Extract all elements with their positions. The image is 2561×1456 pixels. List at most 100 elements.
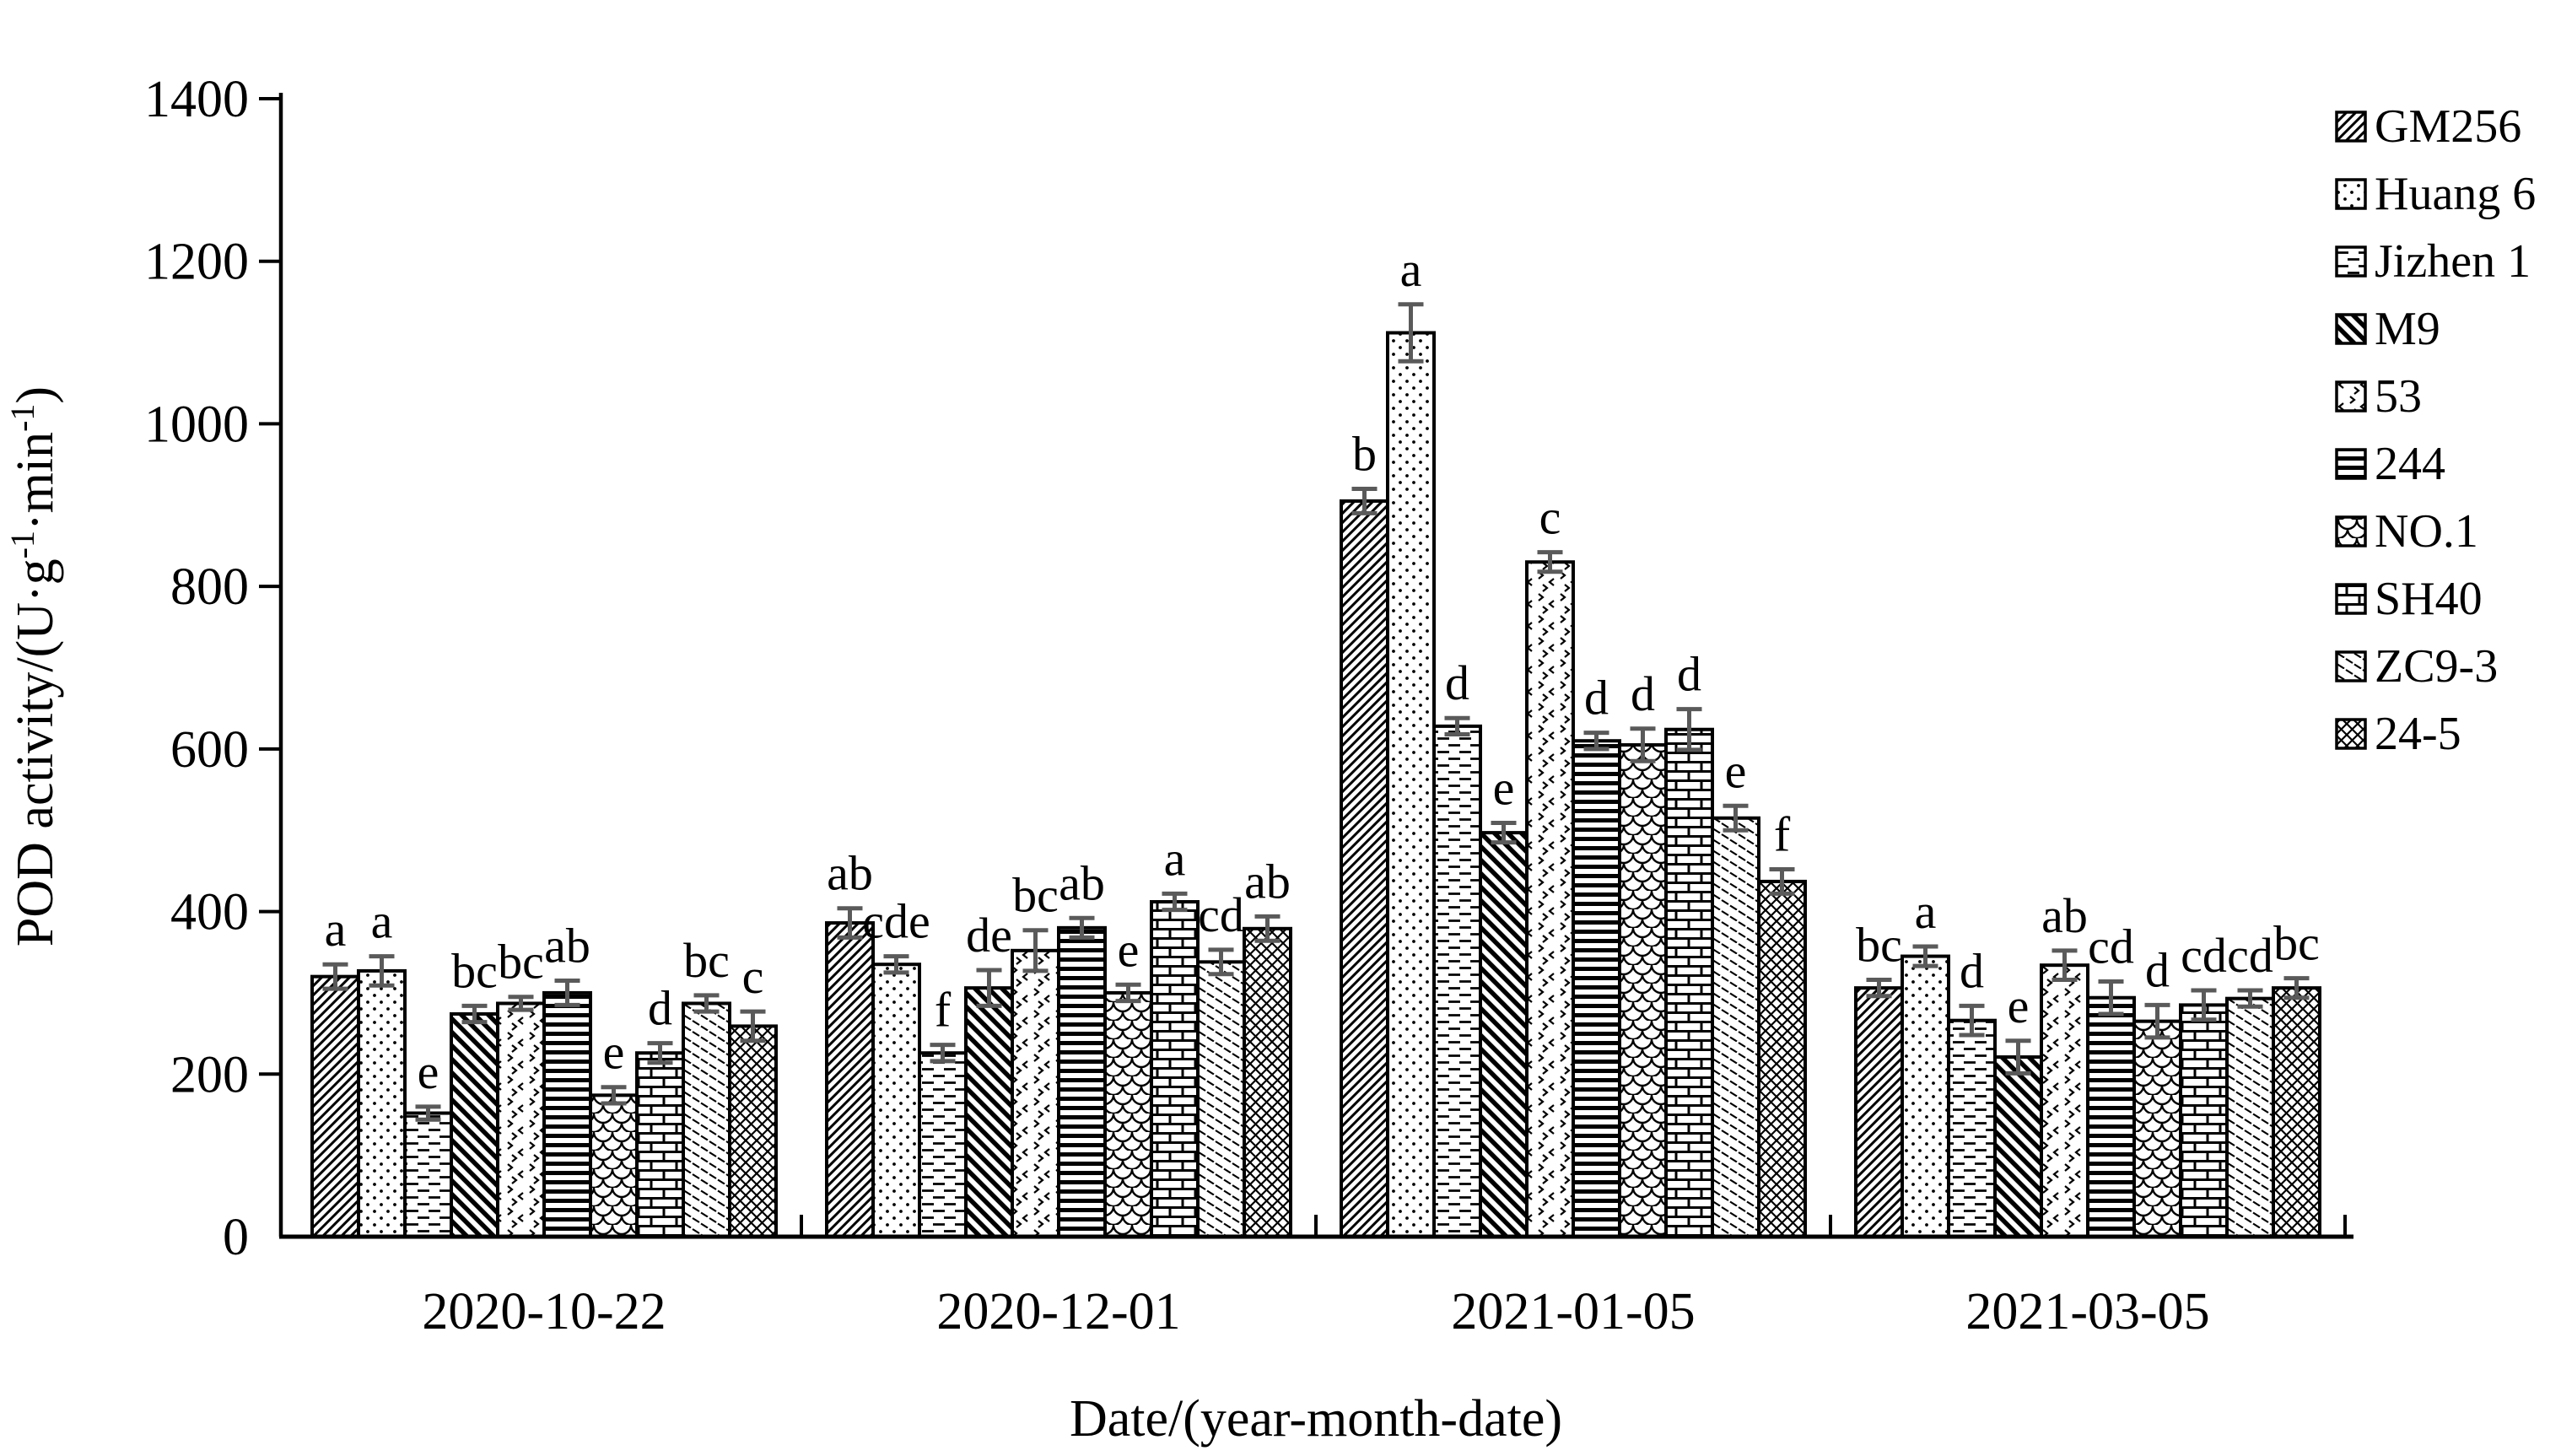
significance-letter: d (1960, 943, 1984, 998)
bar-jizhen1-2020-10-22 (403, 1111, 453, 1238)
bar-zc93-2020-12-01 (1196, 960, 1246, 1238)
bar-zc93-2020-10-22 (682, 1001, 731, 1238)
bar-sh40-2020-10-22 (635, 1051, 685, 1239)
error-bar (2237, 988, 2263, 1009)
y-tick-label: 0 (223, 1209, 249, 1266)
y-tick-label: 1400 (144, 71, 249, 128)
error-bar (1630, 726, 1656, 763)
significance-letter: a (1400, 242, 1422, 297)
y-axis: 0 200 400 600 800 1000 1200 1400 (144, 71, 283, 1266)
bar-245-2020-10-22 (728, 1024, 778, 1239)
error-bar (693, 993, 720, 1014)
significance-letter: e (2008, 979, 2030, 1033)
significance-letter: cd (1198, 887, 1244, 942)
y-tick-label: 1200 (144, 234, 249, 291)
bar-sh40-2021-03-05 (2179, 1003, 2229, 1239)
bar-245-2021-01-05 (1757, 879, 1807, 1239)
significance-letter: e (1118, 922, 1140, 977)
bar-huang6-2021-01-05 (1386, 331, 1436, 1239)
legend-swatch-m9 (2335, 313, 2367, 345)
bar-no1-2021-03-05 (2132, 1019, 2182, 1238)
y-tick-label: 800 (170, 558, 249, 616)
bar-huang6-2021-03-05 (1901, 954, 1950, 1238)
significance-letter: b (1352, 427, 1377, 482)
significance-letter: bc (1856, 918, 1902, 973)
y-axis-title-part: POD activity/(U·g (7, 558, 64, 946)
legend-label-245: 24-5 (2375, 708, 2461, 760)
bar-jizhen1-2020-12-01 (918, 1051, 968, 1239)
significance-letter: e (1725, 743, 1747, 798)
error-bar (837, 906, 863, 940)
error-bar (1723, 803, 1749, 833)
bar-244-2020-12-01 (1057, 925, 1107, 1239)
significance-letter: bc (1012, 868, 1059, 923)
legend-label-jizhen1: Jizhen 1 (2375, 235, 2531, 288)
significance-letter: f (935, 983, 952, 1038)
y-axis-title-part: ·min (7, 432, 64, 531)
error-bar (1351, 487, 1378, 515)
y-tick-label: 1000 (144, 396, 249, 453)
significance-letter: e (1493, 761, 1515, 816)
error-bar (1537, 550, 1563, 574)
error-bar (2283, 976, 2310, 1000)
significance-letter: c (742, 949, 764, 1004)
error-bar (1208, 947, 1234, 977)
error-bar (1444, 715, 1470, 737)
legend: GM256 Huang 6 Jizhen 1 M9 53 244 NO.1 SH40 ZC9-3… (2335, 100, 2536, 760)
error-bar (1959, 1003, 1985, 1038)
error-bar (369, 954, 395, 988)
legend-swatch-zc93 (2335, 650, 2367, 682)
bar-sh40-2021-01-05 (1664, 727, 1714, 1238)
x-axis-title: Date/(year-month-date) (1070, 1390, 1562, 1448)
y-tick-label: 200 (170, 1046, 249, 1103)
significance-letter: de (966, 908, 1012, 963)
error-bar (740, 1009, 766, 1043)
error-bar (1254, 914, 1280, 943)
bar-m9-2020-12-01 (964, 986, 1014, 1238)
significance-letter: d (1584, 671, 1609, 725)
significance-letter: cd (2088, 919, 2134, 973)
legend-label-sh40: SH40 (2375, 573, 2483, 625)
legend-swatch-no1 (2335, 515, 2367, 547)
error-bar (1769, 866, 1795, 896)
error-bar (322, 962, 348, 991)
bar-zc93-2021-01-05 (1711, 816, 1760, 1239)
legend-label-53: 53 (2375, 370, 2422, 423)
legend-swatch-sh40 (2335, 583, 2367, 615)
significance-letter: d (648, 981, 672, 1036)
error-bar (1115, 982, 1141, 1004)
bar-jizhen1-2021-01-05 (1432, 724, 1482, 1238)
y-axis-title: POD activity/(U·g-1·min-1) (3, 386, 64, 946)
error-bar (508, 995, 534, 1012)
significance-letter: bc (451, 943, 498, 998)
x-category-label: 2020-10-22 (422, 1283, 666, 1340)
error-bar (1676, 707, 1702, 752)
significance-letter: bc (498, 935, 544, 990)
y-tick-label: 600 (170, 721, 249, 779)
legend-swatch-gm256 (2335, 111, 2367, 143)
bar-huang6-2020-10-22 (357, 968, 407, 1238)
error-bar (1069, 915, 1095, 940)
error-bar (647, 1041, 673, 1065)
error-bar (976, 968, 1002, 1008)
error-bar (1491, 821, 1517, 845)
bar-gm256-2021-01-05 (1340, 499, 1389, 1238)
legend-swatch-244 (2335, 448, 2367, 480)
x-category-label: 2020-12-01 (936, 1283, 1180, 1340)
legend-swatch-245 (2335, 718, 2367, 750)
bar-gm256-2020-12-01 (825, 921, 875, 1238)
bar-m9-2021-03-05 (1993, 1055, 2043, 1238)
legend-label-244: 244 (2375, 438, 2445, 490)
error-bar (461, 1003, 488, 1025)
significance-letter: d (1677, 647, 1701, 702)
bar-no1-2020-12-01 (1103, 990, 1153, 1239)
y-tick-label: 400 (170, 884, 249, 941)
bar-245-2020-12-01 (1243, 926, 1292, 1238)
y-axis-title-superscript: -1 (3, 404, 41, 432)
significance-letter: a (1164, 831, 1186, 886)
significance-letter: ab (2041, 888, 2088, 943)
bar-no1-2021-01-05 (1618, 743, 1668, 1238)
bar-gm256-2020-10-22 (310, 974, 360, 1238)
